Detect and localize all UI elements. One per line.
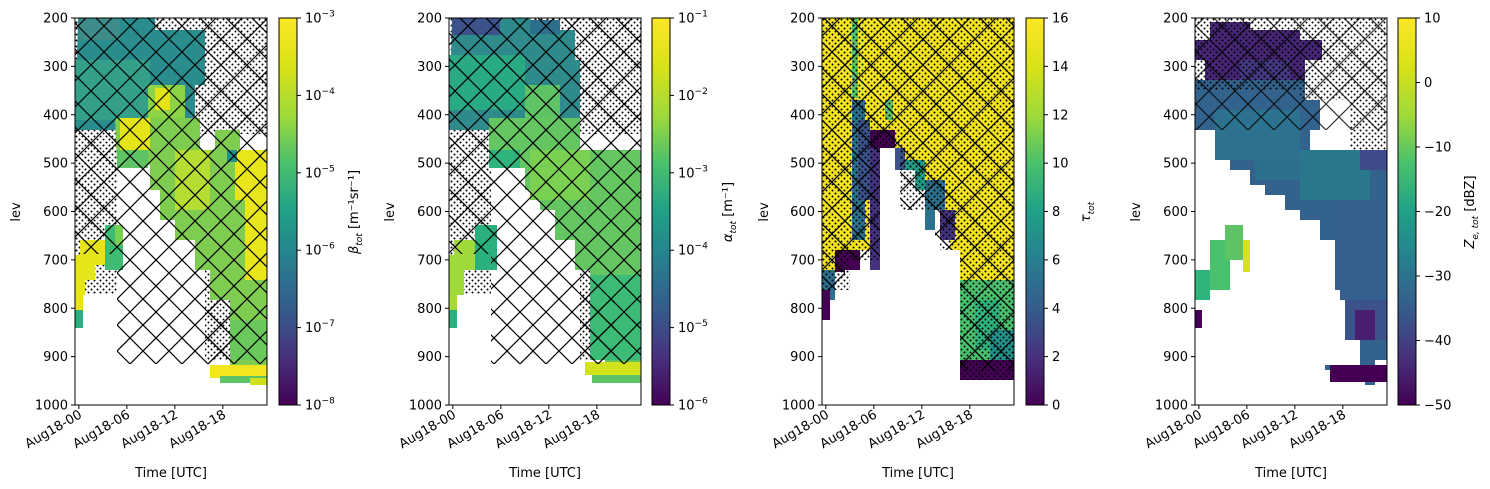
y-tick-label: 600 [790,205,815,220]
colorbar-label: βtot [m⁻¹sr⁻¹] [347,170,365,255]
y-tick-label: 700 [790,253,815,268]
x-axis-label: Time [UTC] [881,466,954,481]
y-tick-label: 600 [43,205,68,220]
colorbar-tick-label: 0 [1424,76,1432,91]
colorbar-tick-label: 10−4 [305,87,335,104]
colorbar-tick-label: 8 [1052,205,1060,220]
y-tick-label: 200 [417,12,442,27]
y-tick-label: 800 [790,302,815,317]
colorbar-tick-label: 4 [1052,302,1060,317]
y-tick-label: 800 [43,302,68,317]
y-tick-label: 400 [417,108,442,123]
colorbar-tick-label: 2 [1052,350,1060,365]
colorbar-tick-label: −40 [1424,334,1451,349]
y-tick-label: 500 [1163,157,1188,172]
colorbar-tick-label: 14 [1052,60,1069,75]
colorbar-tick-label: 10−7 [305,319,335,336]
colorbar-tick-label: 10 [1424,12,1441,27]
colorbar-tick-label: 0 [1052,399,1060,414]
colorbar-tick-label: −30 [1424,270,1451,285]
colorbar-tick-label: 10−6 [678,397,708,414]
colorbar-tick-label: 10−3 [678,164,708,181]
colorbar-tick-label: 10−5 [678,319,708,336]
x-axis-label: Time [UTC] [508,466,581,481]
colorbar-tick-label: −10 [1424,141,1451,156]
y-tick-label: 300 [1163,60,1188,75]
y-tick-label: 400 [1163,108,1188,123]
colorbar-tick-label: 10−3 [305,10,335,27]
y-axis-label: lev [1129,202,1144,222]
y-tick-label: 400 [43,108,68,123]
y-axis: 200 300 400 500 600 700 800 900 1000 [409,12,449,414]
colorbar-tick-label: 6 [1052,253,1060,268]
x-axis-label: Time [UTC] [1254,466,1327,481]
colorbar-label: τtot [1079,201,1097,222]
colorbar-label: Ze, tot [dBZ] [1463,175,1481,249]
colorbar-ticks: 10 0 −10 −20 −30 −40 −50 [1416,12,1451,414]
colorbar [1025,17,1045,406]
colorbar-ticks: 16 14 12 10 8 6 4 2 0 [1044,12,1069,414]
colorbar-tick-label: 10−5 [305,164,335,181]
colorbar-ticks: 10−3 10−4 10−5 10−6 10−7 10−8 [297,10,335,414]
colorbar [278,17,298,406]
colorbar-tick-label: 10−4 [678,242,708,259]
y-tick-label: 1000 [409,399,442,414]
y-axis-label: lev [757,202,772,222]
y-tick-label: 800 [1163,302,1188,317]
y-tick-label: 900 [417,350,442,365]
colorbar-ticks: 10−1 10−2 10−3 10−4 10−5 10−6 [670,10,708,414]
y-tick-label: 500 [790,157,815,172]
colorbar-tick-label: 10−1 [678,10,708,27]
y-tick-label: 700 [43,253,68,268]
y-tick-label: 600 [1163,205,1188,220]
y-axis-label: lev [383,202,398,222]
y-tick-label: 1000 [35,399,68,414]
y-tick-label: 400 [790,108,815,123]
y-axis: 200 300 400 500 600 700 800 900 1000 [1155,12,1195,414]
heatmap-cells [75,18,267,385]
colorbar-tick-label: 10−6 [305,242,335,259]
colorbar-tick-label: −20 [1424,205,1451,220]
y-tick-label: 500 [43,157,68,172]
colorbar-tick-label: 10−2 [678,87,708,104]
colorbar-tick-label: 12 [1052,108,1069,123]
y-tick-label: 200 [790,12,815,27]
y-tick-label: 900 [43,350,68,365]
y-axis: 200 300 400 500 600 700 800 900 1000 [782,12,822,414]
colorbar-tick-label: 10 [1052,157,1069,172]
heatmap-cells [822,18,1014,380]
y-tick-label: 900 [790,350,815,365]
heatmap-cells [1195,18,1387,385]
y-tick-label: 800 [417,302,442,317]
y-tick-label: 1000 [1155,399,1188,414]
y-tick-label: 300 [790,60,815,75]
colorbar-label: αtot [m⁻¹] [721,182,739,242]
colorbar-tick-label: −50 [1424,399,1451,414]
colorbar [651,17,671,406]
y-tick-label: 500 [417,157,442,172]
y-tick-label: 700 [1163,253,1188,268]
y-axis: 200 300 400 500 600 700 800 900 1000 [35,12,75,414]
x-axis-label: Time [UTC] [134,466,207,481]
colorbar [1397,17,1417,406]
y-tick-label: 900 [1163,350,1188,365]
y-axis-label: lev [9,202,24,222]
y-tick-label: 200 [43,12,68,27]
y-tick-label: 300 [43,60,68,75]
y-tick-label: 1000 [782,399,815,414]
heatmap-cells [449,18,641,383]
colorbar-tick-label: 10−8 [305,397,335,414]
y-tick-label: 700 [417,253,442,268]
y-tick-label: 200 [1163,12,1188,27]
colorbar-tick-label: 16 [1052,12,1069,27]
y-tick-label: 600 [417,205,442,220]
y-tick-label: 300 [417,60,442,75]
